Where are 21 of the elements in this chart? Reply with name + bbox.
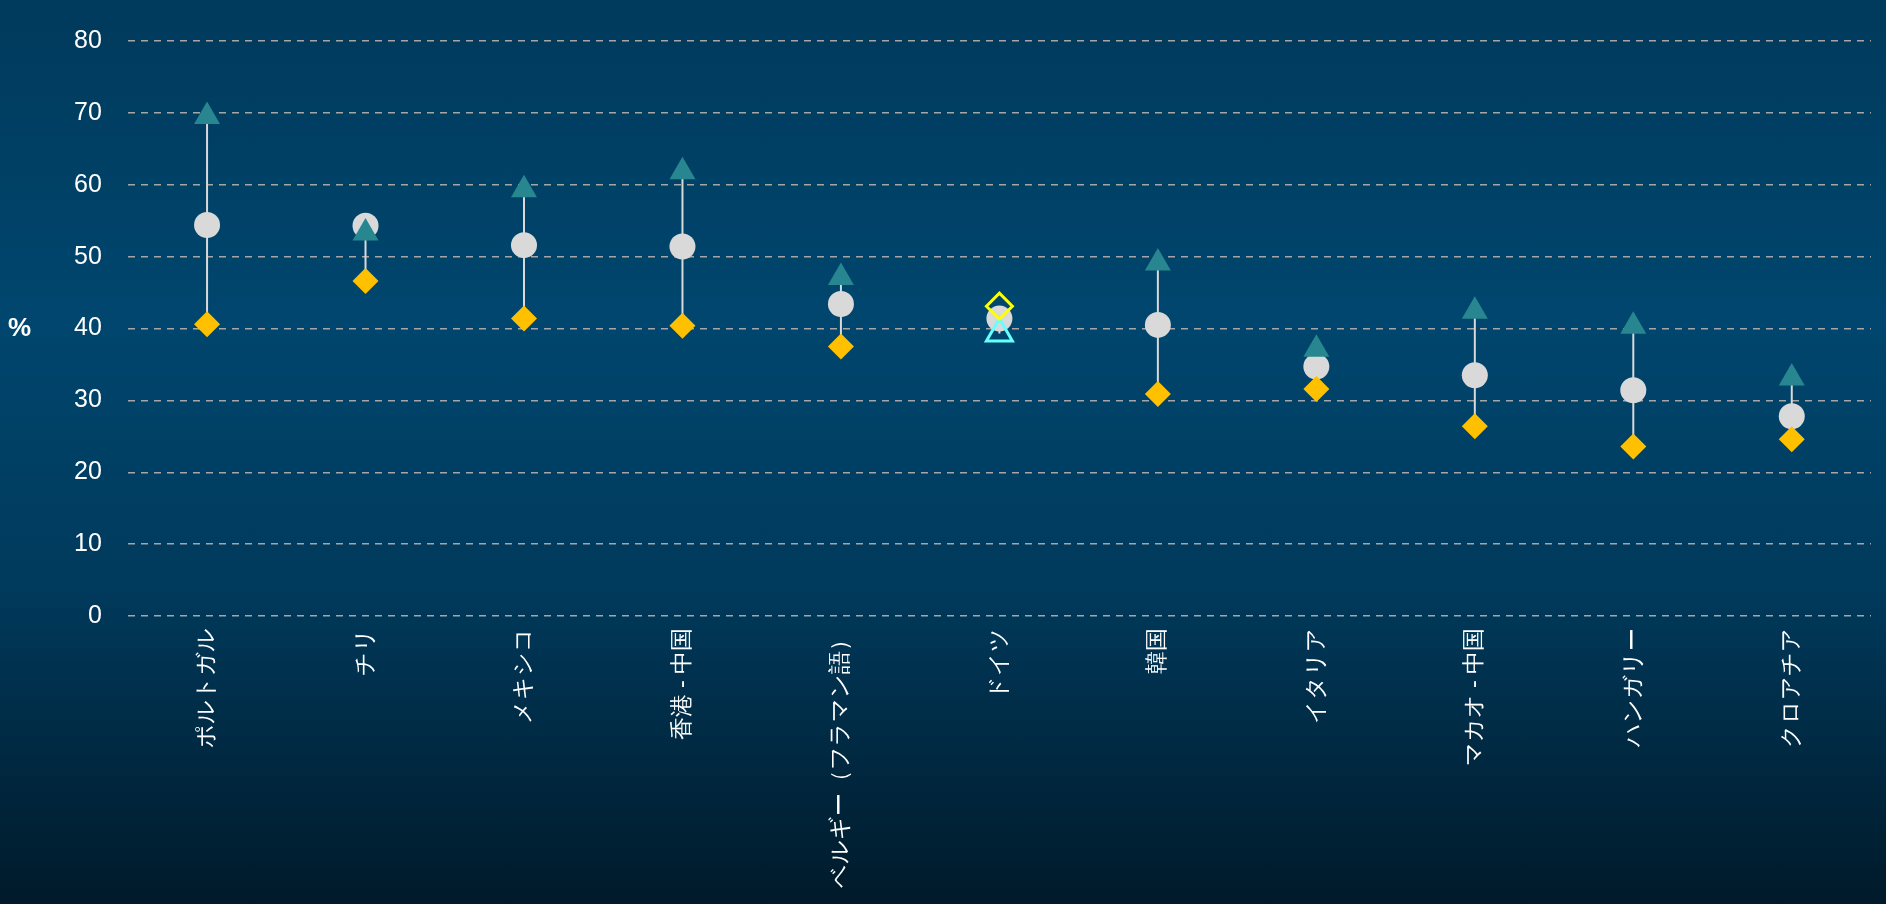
x-tick-label: イタリア	[1301, 628, 1328, 724]
y-tick-label: 60	[74, 168, 102, 197]
y-tick-label: 50	[74, 240, 102, 269]
x-tick-label: マカオ - 中国	[1460, 628, 1487, 767]
x-tick-label: ハンガリー	[1618, 628, 1645, 748]
x-tick-label: 韓国	[1143, 628, 1170, 674]
x-tick-label: 香港 - 中国	[667, 628, 694, 741]
y-tick-label: 40	[74, 312, 102, 341]
x-tick-label: ドイツ	[984, 628, 1011, 700]
x-tick-label: メキシコ	[509, 628, 536, 724]
y-tick-label: 30	[74, 384, 102, 413]
y-tick-label: 70	[74, 96, 102, 125]
x-tick-label: ポルトガル	[192, 628, 219, 748]
y-tick-label: 0	[87, 599, 102, 628]
y-tick-label: 20	[74, 456, 102, 485]
x-tick-label: クロアチア	[1777, 628, 1804, 748]
y-axis-title: %	[8, 311, 32, 342]
x-tick-label: チリ	[350, 628, 377, 676]
y-tick-label: 80	[74, 24, 102, 53]
x-tick-label: ベルギー（フラマン語）	[826, 628, 853, 888]
y-tick-label: 10	[74, 528, 102, 557]
